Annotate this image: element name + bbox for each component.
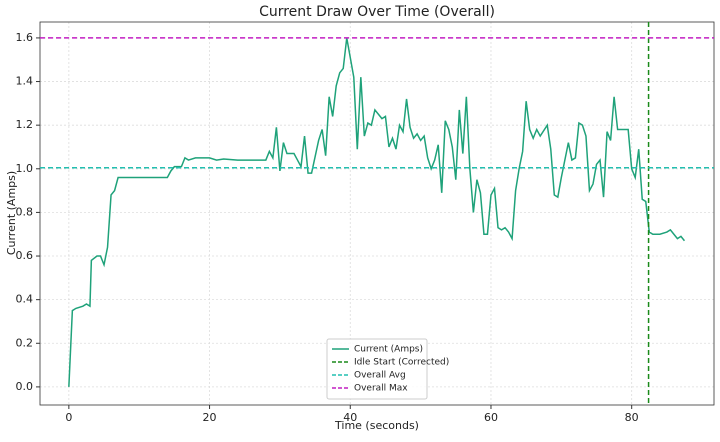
y-tick-label: 0.4 xyxy=(16,293,34,306)
x-tick-label: 20 xyxy=(203,411,217,424)
y-tick-label: 1.4 xyxy=(16,75,34,88)
legend-label: Current (Amps) xyxy=(354,345,423,355)
legend-box xyxy=(326,338,428,400)
x-tick-label: 60 xyxy=(484,411,498,424)
x-tick-label: 40 xyxy=(343,411,357,424)
y-tick-label: 0.6 xyxy=(16,249,34,262)
x-tick-label: 80 xyxy=(625,411,639,424)
y-tick-label: 1.0 xyxy=(16,162,34,175)
y-axis-label: Current (Amps) xyxy=(5,171,18,255)
y-tick-label: 0.2 xyxy=(16,336,34,349)
x-axis-label: Time (seconds) xyxy=(334,419,419,432)
legend-label: Overall Avg xyxy=(354,371,406,381)
x-tick-label: 0 xyxy=(65,411,72,424)
legend-label: Idle Start (Corrected) xyxy=(354,358,449,368)
chart-title: Current Draw Over Time (Overall) xyxy=(259,4,495,20)
y-tick-label: 0.0 xyxy=(16,380,34,393)
y-tick-label: 1.6 xyxy=(16,31,34,44)
plot-frame xyxy=(39,21,715,406)
data-line xyxy=(68,37,686,387)
y-tick-label: 0.8 xyxy=(16,205,34,218)
y-tick-label: 1.2 xyxy=(16,118,34,131)
legend-label: Overall Max xyxy=(354,384,408,394)
